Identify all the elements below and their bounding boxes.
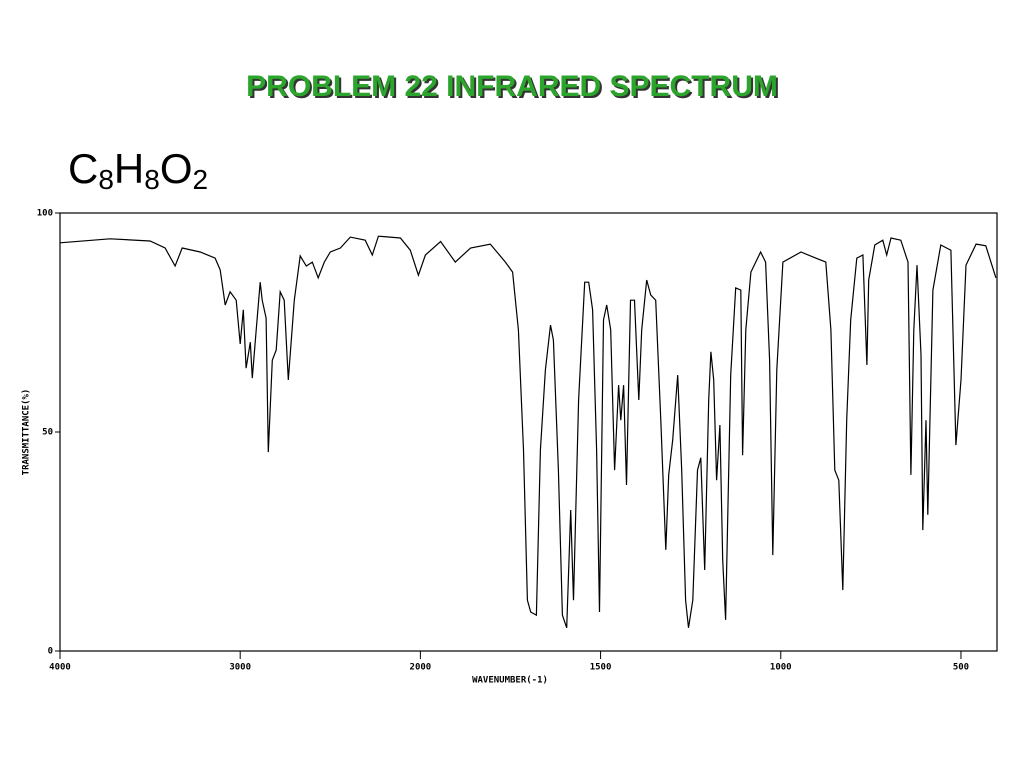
x-tick-label: 4000 [49, 663, 71, 673]
formula-subscript: 8 [98, 164, 114, 195]
x-tick-label: 2000 [410, 663, 432, 673]
slide-title: PROBLEM 22 INFRARED SPECTRUM [246, 70, 778, 103]
formula-subscript: 2 [193, 164, 209, 195]
y-tick-label: 0 [48, 647, 53, 657]
formula: C8H8O2 [68, 145, 208, 195]
x-tick-label: 500 [953, 663, 969, 673]
formula-subscript: 8 [144, 164, 160, 195]
formula-element: H [114, 145, 144, 192]
x-axis-label: WAVENUMBER(-1) [472, 676, 548, 686]
y-tick-label: 100 [37, 209, 53, 219]
y-axis-label: TRANSMITTANCE(%) [22, 389, 32, 476]
x-tick-label: 3000 [229, 663, 251, 673]
spectrum-line [59, 235, 997, 628]
title-shadow: PROBLEM 22 INFRARED SPECTRUM [248, 72, 780, 105]
x-tick-label: 1500 [590, 663, 612, 673]
plot-frame [59, 212, 998, 652]
formula-element: C [68, 145, 98, 192]
y-tick-label: 50 [42, 428, 53, 438]
x-tick-label: 1000 [770, 663, 792, 673]
formula-element: O [160, 145, 193, 192]
